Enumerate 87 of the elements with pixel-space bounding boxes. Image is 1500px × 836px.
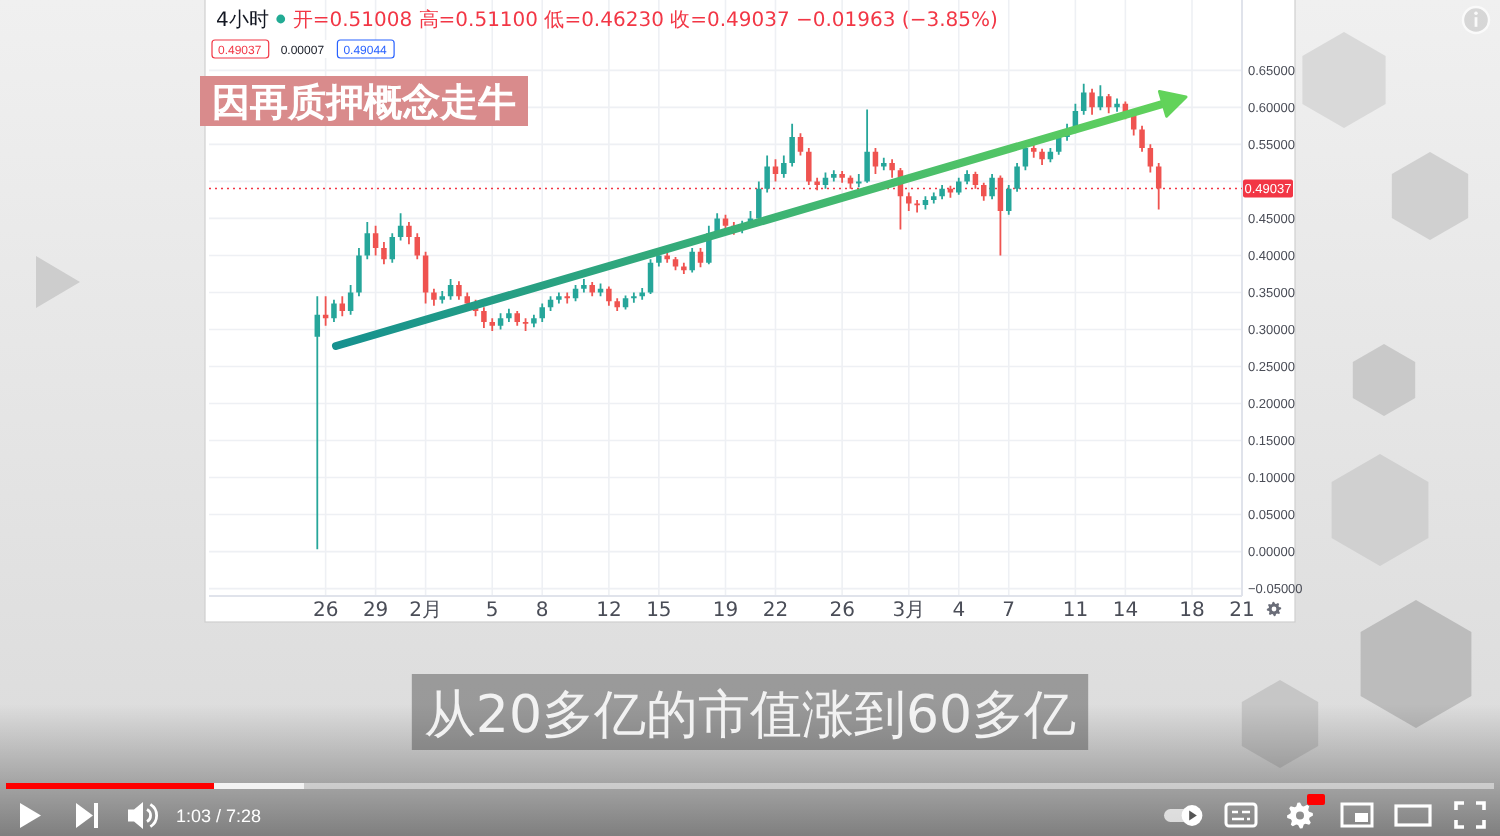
candlestick [506,308,512,323]
candlestick [789,123,795,167]
candlestick [1089,88,1095,115]
x-tick-label: 5 [485,600,499,623]
candlestick [531,314,537,328]
candlestick [372,225,379,256]
x-tick-label: 2月 [409,600,442,623]
candlestick [397,213,404,241]
candlestick [856,173,862,188]
x-tick-label: 18 [1179,600,1205,623]
candlestick [756,181,762,223]
candlestick [939,185,945,200]
x-tick-label: 21 [1229,600,1255,623]
candlestick [1014,162,1020,192]
candlestick [839,171,845,183]
x-tick-label: 26 [312,600,339,623]
x-tick-label: 11 [1062,600,1089,623]
candlestick [606,286,612,306]
x-tick-label: 12 [596,600,622,623]
candlestick [331,299,337,323]
candlestick [814,177,820,191]
candlestick [1139,125,1145,152]
candlestick [1080,83,1087,115]
candlestick [964,170,970,185]
candlestick [1147,144,1154,173]
candlestick [514,310,520,326]
candlestick [689,248,695,273]
candlestick [931,192,937,204]
candlestick [556,292,562,304]
candlestick [406,222,412,245]
candlestick [881,157,887,171]
candlestick [831,170,837,182]
candlestick [381,242,387,265]
candlestick [489,318,495,331]
candlestick [914,199,920,213]
candlestick [1030,144,1037,158]
candlestick [581,279,587,293]
x-tick-label: 4 [952,600,966,623]
x-tick-label: 7 [1002,600,1016,623]
candlestick [1105,94,1112,114]
x-tick-label: 8 [535,600,549,623]
candlestick [456,281,462,300]
candlestick [1155,162,1162,210]
candlestick [681,262,687,274]
candlestick [781,155,787,178]
candlestick [614,298,620,311]
candlestick [981,182,987,201]
text: 因再质押概念走牛 [212,81,516,125]
candlestick [956,177,962,195]
x-tick-label: 29 [362,600,389,623]
candlestick [631,292,637,303]
candlestick [639,288,645,300]
candlestick [1097,85,1104,111]
x-tick-label: 22 [762,600,789,623]
x-tick-label: 26 [829,600,855,623]
candlestick [439,290,446,304]
x-tick-label: 15 [646,600,672,623]
candlestick [764,155,770,193]
candlestick [314,296,321,550]
candlestick [1047,148,1054,163]
candlestick [347,285,354,315]
candlestick [589,282,595,297]
text: 4小时 [216,8,269,32]
candlestick [322,296,329,326]
text: 1:03 / 7:28 [176,806,262,826]
x-tick-label: 19 [712,600,739,623]
x-tick-label: 14 [1112,600,1139,623]
candlestick [864,109,870,183]
candlestick [989,173,995,200]
candlestick [356,248,362,297]
candlestick [431,288,437,306]
candlestick [1114,98,1120,112]
candlestick [564,292,570,304]
candlestick [389,233,396,263]
candlestick [1005,185,1012,215]
x-tick-label: 3月 [892,600,926,623]
candlestick [906,192,912,212]
candlestick [339,296,346,317]
candlestick [414,233,421,260]
candlestick [364,222,371,260]
text: 从20多亿的市值涨到60多亿 [423,686,1077,746]
candlestick [539,303,545,323]
annotation: 开=0.51008 高=0.51100 低=0.46230 收=0.49037 −0.01963 (−3.85%) [292,8,998,32]
candlestick [806,148,812,186]
candlestick [481,307,487,328]
candlestick [1039,148,1045,166]
candlestick [889,159,895,178]
